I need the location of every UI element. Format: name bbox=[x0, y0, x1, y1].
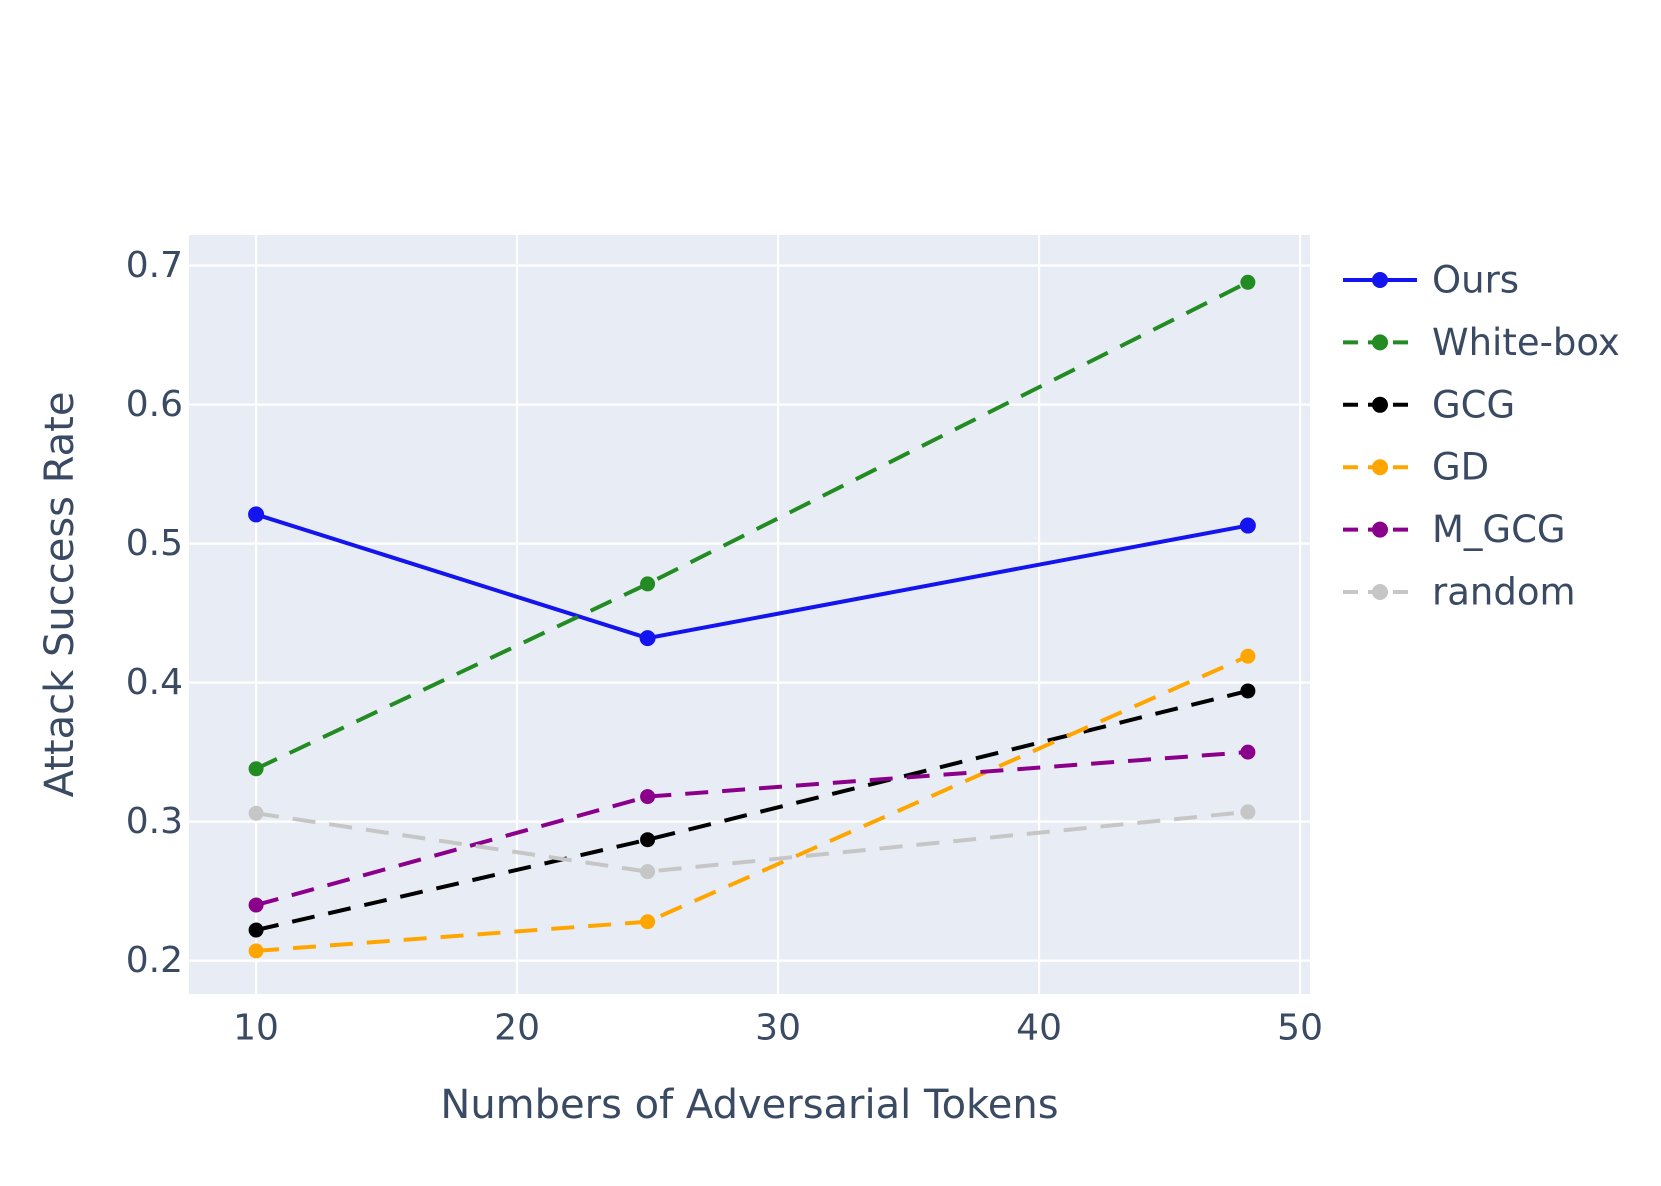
legend-label-GCG: GCG bbox=[1432, 383, 1515, 426]
x-tick-label: 30 bbox=[755, 1008, 801, 1049]
series-marker-Ours bbox=[248, 506, 265, 523]
x-tick-label: 50 bbox=[1277, 1008, 1323, 1049]
series-marker-M_GCG bbox=[640, 789, 656, 805]
legend-marker-Ours bbox=[1372, 272, 1388, 288]
series-marker-random bbox=[1240, 804, 1256, 820]
series-marker-White-box bbox=[640, 576, 656, 592]
legend-marker-White-box bbox=[1372, 334, 1388, 351]
series-line-GCG bbox=[255, 689, 1249, 933]
series-marker-M_GCG bbox=[248, 897, 264, 913]
x-tick-label: 20 bbox=[494, 1008, 540, 1049]
y-tick-label: 0.6 bbox=[126, 384, 183, 425]
series-marker-random bbox=[640, 864, 656, 880]
y-tick-label: 0.4 bbox=[126, 662, 183, 703]
x-axis-label: Numbers of Adversarial Tokens bbox=[440, 1082, 1058, 1128]
plot-area bbox=[189, 235, 1310, 994]
legend-marker-random bbox=[1372, 584, 1388, 600]
legend-label-Ours: Ours bbox=[1432, 259, 1519, 302]
legend-marker-GCG bbox=[1372, 396, 1388, 413]
series-marker-GCG bbox=[640, 832, 656, 848]
series-marker-GD bbox=[640, 914, 656, 930]
series-marker-M_GCG bbox=[1240, 744, 1256, 760]
series-marker-Ours bbox=[1239, 517, 1256, 534]
legend-label-GD: GD bbox=[1432, 446, 1489, 489]
x-tick-label: 40 bbox=[1016, 1008, 1062, 1049]
x-tick-label: 10 bbox=[233, 1008, 279, 1049]
series-marker-random bbox=[248, 805, 264, 821]
y-tick-label: 0.5 bbox=[126, 523, 183, 564]
legend-marker-GD bbox=[1372, 459, 1388, 476]
y-tick-label: 0.2 bbox=[126, 940, 183, 981]
legend-label-M_GCG: M_GCG bbox=[1432, 508, 1566, 551]
legend-label-White-box: White-box bbox=[1432, 321, 1620, 364]
y-tick-label: 0.3 bbox=[126, 801, 183, 842]
series-line-random bbox=[255, 809, 1249, 874]
series-marker-White-box bbox=[1240, 274, 1256, 290]
series-marker-White-box bbox=[248, 761, 264, 777]
legend-marker-M_GCG bbox=[1372, 521, 1388, 538]
y-tick-label: 0.7 bbox=[126, 245, 183, 286]
series-marker-GD bbox=[248, 943, 264, 959]
legend-label-random: random bbox=[1432, 571, 1576, 614]
series-marker-Ours bbox=[639, 630, 656, 647]
series-marker-GCG bbox=[1240, 683, 1256, 699]
series-marker-GCG bbox=[248, 922, 264, 938]
series-marker-GD bbox=[1240, 648, 1256, 664]
y-axis-label: Attack Success Rate bbox=[37, 392, 83, 798]
